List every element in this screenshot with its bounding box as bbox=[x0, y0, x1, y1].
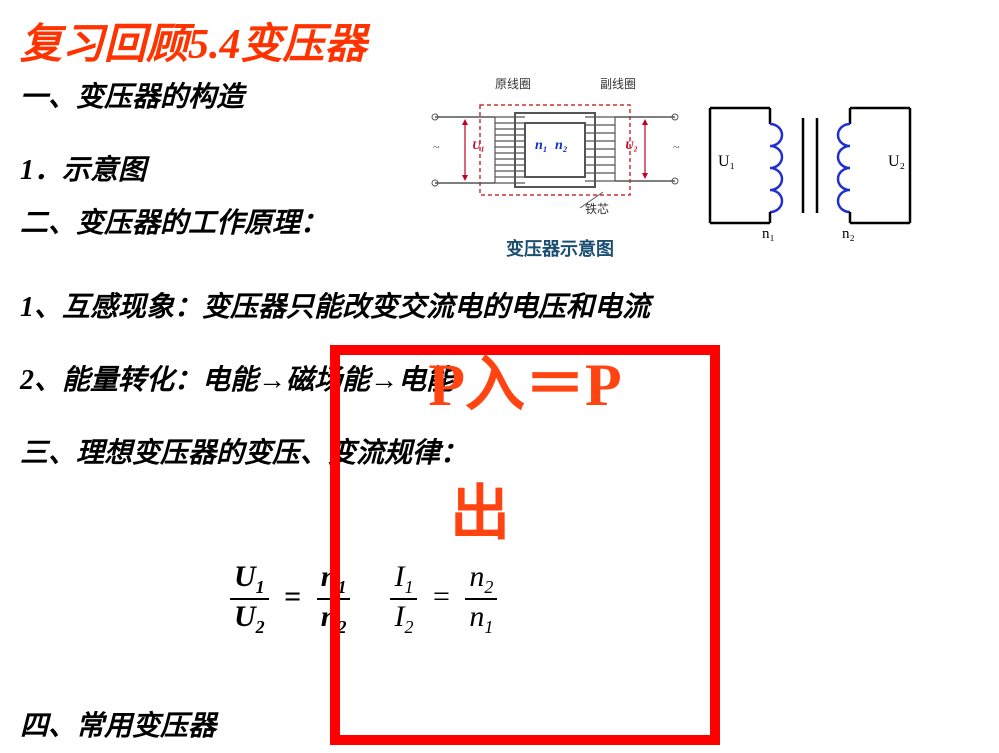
label-primary: 原线圈 bbox=[495, 75, 531, 92]
section-4: 四、常用变压器 bbox=[0, 700, 216, 753]
label-n1: n₁ bbox=[535, 138, 548, 154]
label-u2: U₂ bbox=[625, 138, 638, 153]
p-in-sub: 入 bbox=[465, 352, 525, 418]
label-u1: U₁ bbox=[472, 138, 485, 153]
label-secondary: 副线圈 bbox=[600, 75, 636, 92]
p-in-p: P bbox=[428, 352, 465, 418]
sym-n2: n₂ bbox=[842, 226, 855, 243]
p-eq: ＝ bbox=[525, 352, 585, 418]
page-title: 复习回顾5.4变压器 bbox=[0, 0, 999, 71]
diagram-caption: 变压器示意图 bbox=[430, 235, 690, 261]
power-equation-line2: 出 bbox=[450, 465, 510, 552]
transformer-schematic: 原线圈 副线圈 ~ ~ U₁ U₂ n₁ n₂ 铁芯 bbox=[425, 75, 685, 245]
power-equation-line1: P入＝P bbox=[340, 355, 710, 415]
p-out-p: P bbox=[585, 352, 622, 418]
label-tilde-r: ~ bbox=[673, 140, 680, 155]
label-tilde-l: ~ bbox=[433, 140, 440, 155]
section-2-1: 1、互感现象：变压器只能改变交流电的电压和电流 bbox=[0, 281, 999, 334]
sym-u2: U₂ bbox=[888, 153, 905, 171]
sym-u1: U₁ bbox=[718, 153, 735, 171]
label-n2: n₂ bbox=[555, 138, 568, 154]
sym-n1: n₁ bbox=[762, 226, 775, 243]
transformer-symbol: U₁ U₂ n₁ n₂ bbox=[700, 88, 920, 248]
